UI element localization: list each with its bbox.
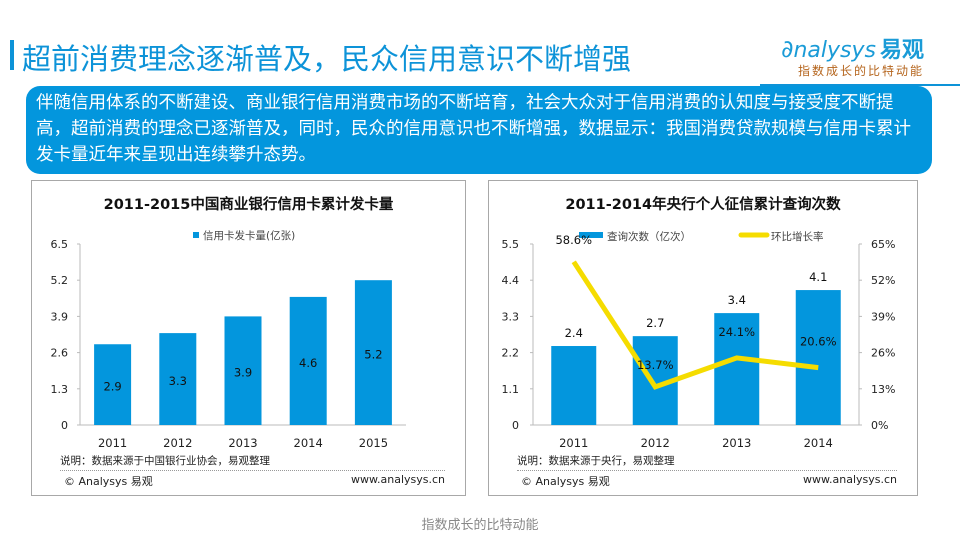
copyright: © Analysys 易观 <box>521 475 610 488</box>
logo-a-glyph: ∂ <box>781 35 794 63</box>
source-url[interactable]: www.analysys.cn <box>803 473 897 486</box>
y-tick-label-left: 4.4 <box>502 274 520 287</box>
bar-2014 <box>795 290 841 425</box>
chart-title: 2011-2014年央行个人征信累计查询次数 <box>565 197 841 213</box>
line-data-label: 24.1% <box>718 325 755 339</box>
y-tick-label: 5.2 <box>51 274 69 287</box>
bar-data-label: 2.4 <box>565 326 583 340</box>
y-tick-label-right: 13% <box>871 383 895 396</box>
data-label: 4.6 <box>299 356 317 370</box>
x-tick-label: 2013 <box>722 436 751 450</box>
x-tick-label: 2012 <box>163 436 192 450</box>
x-tick-label: 2011 <box>559 436 588 450</box>
dotted-divider <box>60 470 445 471</box>
legend-label: 查询次数（亿次） <box>607 230 691 243</box>
y-tick-label: 1.3 <box>51 383 69 396</box>
title-accent-bar <box>10 40 14 70</box>
x-tick-label: 2012 <box>641 436 670 450</box>
header-divider <box>760 84 960 86</box>
source-url[interactable]: www.analysys.cn <box>351 473 445 486</box>
copyright: © Analysys 易观 <box>64 475 153 488</box>
data-label: 2.9 <box>103 380 121 394</box>
bar-data-label: 4.1 <box>809 270 827 284</box>
y-tick-label-right: 39% <box>871 310 895 323</box>
logo-cn: 易观 <box>879 38 924 63</box>
y-tick-label-right: 26% <box>871 347 895 360</box>
chart-panel-credit-cards: 2011-2015中国商业银行信用卡累计发卡量 信用卡发卡量(亿张) 0 1.3 2.… <box>31 180 466 496</box>
chart-note: 说明：数据来源于中国银行业协会，易观整理 <box>60 455 270 467</box>
y-tick-label-left: 5.5 <box>502 238 520 251</box>
bar-data-label: 2.7 <box>646 316 664 330</box>
bar-2012 <box>159 333 197 425</box>
bar-2015 <box>354 280 392 425</box>
x-tick-label: 2014 <box>294 436 323 450</box>
line-data-label: 20.6% <box>800 335 837 349</box>
chart-credit-cards: 信用卡发卡量(亿张) 0 1.3 2.6 3.9 5.2 6.5 2.9 2011 3.3 2012… <box>51 229 406 450</box>
footer-slogan: 指数成长的比特动能 <box>421 518 539 533</box>
dotted-divider <box>517 470 897 471</box>
bar-2013 <box>224 316 262 425</box>
bar-2011 <box>551 346 597 425</box>
y-tick-label-left: 0 <box>512 419 519 432</box>
chart-title: 2011-2015中国商业银行信用卡累计发卡量 <box>103 197 394 213</box>
x-tick-label: 2011 <box>98 436 127 450</box>
growth-rate-line <box>571 260 819 390</box>
chart-note: 说明：数据来源于央行，易观整理 <box>517 455 675 467</box>
y-tick-label-left: 2.2 <box>502 347 520 360</box>
data-label: 5.2 <box>364 348 382 362</box>
page-title: 超前消费理念逐渐普及，民众信用意识不断增强 <box>22 42 632 76</box>
logo-slogan: 指数成长的比特动能 <box>797 64 924 78</box>
y-tick-label: 6.5 <box>51 238 69 251</box>
legend-swatch-bar <box>193 232 199 238</box>
y-tick-label: 0 <box>61 419 68 432</box>
x-tick-label: 2013 <box>228 436 257 450</box>
x-tick-label: 2014 <box>804 436 833 450</box>
bar-data-label: 3.4 <box>728 293 746 307</box>
logo-main: ∂nalysys 易观 <box>781 32 924 64</box>
x-tick-label: 2015 <box>359 436 388 450</box>
summary-text: 伴随信用体系的不断建设、商业银行信用消费市场的不断培育，社会大众对于信用消费的认… <box>36 93 911 165</box>
bar-2014 <box>289 296 327 425</box>
legend-label: 环比增长率 <box>771 230 824 243</box>
data-label: 3.9 <box>234 366 252 380</box>
y-tick-label-left: 3.3 <box>502 310 520 323</box>
chart-credit-queries: 查询次数（亿次） 环比增长率 0 1.1 2.2 3.3 4.4 5.5 0% 13% 26% 39%… <box>502 230 896 450</box>
y-tick-label-right: 52% <box>871 274 895 287</box>
legend-swatch-bar <box>579 232 603 238</box>
legend-label: 信用卡发卡量(亿张) <box>203 229 295 242</box>
summary-box: 伴随信用体系的不断建设、商业银行信用消费市场的不断培育，社会大众对于信用消费的认… <box>26 86 932 174</box>
data-label: 3.3 <box>169 374 187 388</box>
line-data-label: 58.6% <box>555 233 592 247</box>
y-tick-label-right: 65% <box>871 238 895 251</box>
bar-2011 <box>94 344 132 425</box>
analysys-logo: ∂nalysys 易观 指数成长的比特动能 <box>781 30 946 86</box>
y-tick-label: 2.6 <box>51 347 69 360</box>
line-data-label: 13.7% <box>637 358 674 372</box>
chart-panel-credit-queries: 2011-2014年央行个人征信累计查询次数 查询次数（亿次） 环比增长率 0 1.1… <box>488 180 918 496</box>
y-tick-label-left: 1.1 <box>502 383 520 396</box>
y-tick-label-right: 0% <box>871 419 888 432</box>
y-tick-label: 3.9 <box>51 310 69 323</box>
logo-text: nalysys <box>793 38 876 63</box>
bar-2013 <box>714 313 760 425</box>
